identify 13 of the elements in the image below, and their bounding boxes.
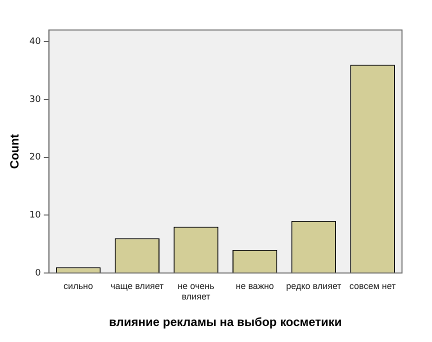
x-tick-label: совсем нет xyxy=(349,280,396,291)
y-tick-label: 30 xyxy=(29,94,42,105)
y-axis-title: Count xyxy=(8,134,22,169)
x-tick-label: не очень влияет xyxy=(178,280,215,302)
x-tick-label: редко влияет xyxy=(286,280,342,291)
y-tick-label: 0 xyxy=(35,268,42,278)
y-tick-label: 20 xyxy=(29,152,42,163)
x-tick-label: не важно xyxy=(236,280,274,291)
y-tick-label: 10 xyxy=(29,210,42,220)
x-tick-label: чаще влияет xyxy=(110,280,164,291)
x-axis-title: влияние рекламы на выбор косметики xyxy=(109,315,342,330)
y-tick-label: 40 xyxy=(29,36,42,47)
x-tick-label: сильно xyxy=(64,280,94,291)
